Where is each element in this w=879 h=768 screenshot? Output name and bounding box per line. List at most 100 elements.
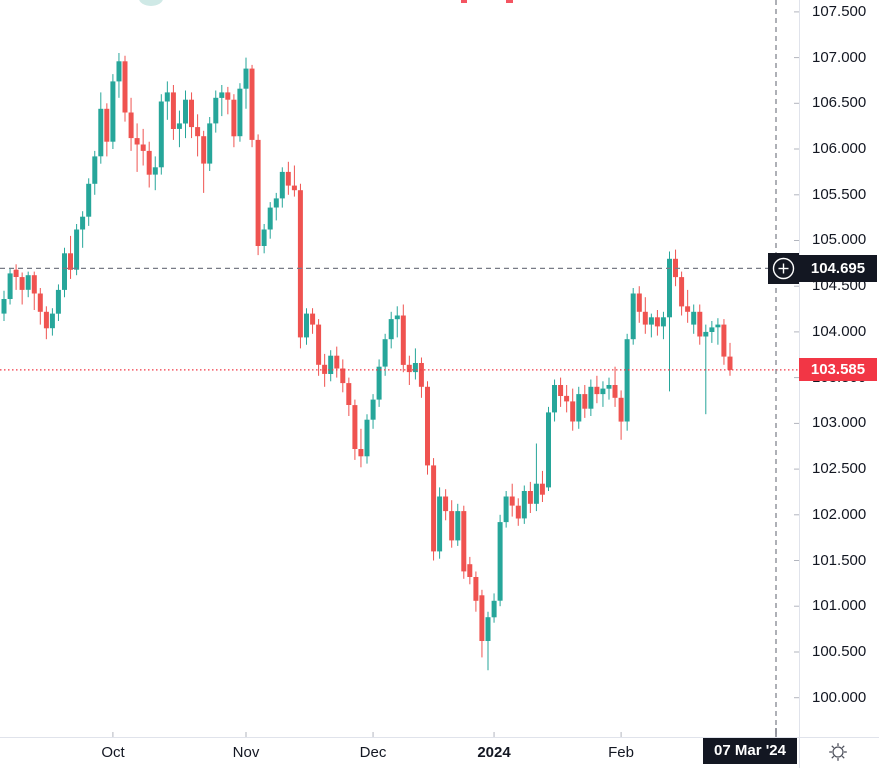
candle[interactable] [25,271,31,298]
candle[interactable] [691,304,697,334]
candle[interactable] [370,394,376,429]
candle[interactable] [285,161,291,195]
candle[interactable] [612,366,618,407]
candle[interactable] [134,123,140,172]
candle[interactable] [213,90,219,133]
candle[interactable] [685,289,691,323]
candle[interactable] [576,386,582,429]
candle[interactable] [606,377,612,400]
candle[interactable] [697,304,703,345]
candle[interactable] [158,94,164,175]
candle[interactable] [533,443,539,512]
candle[interactable] [624,333,630,431]
candle[interactable] [310,308,316,334]
candle[interactable] [594,375,600,404]
candle[interactable] [55,284,61,321]
candle[interactable] [382,333,388,376]
candle[interactable] [376,359,382,407]
candle[interactable] [249,64,255,148]
candle[interactable] [679,271,685,316]
candle[interactable] [570,388,576,431]
candle[interactable] [618,390,624,440]
candle[interactable] [243,57,249,109]
candle[interactable] [660,311,666,340]
candle[interactable] [267,202,273,239]
candle[interactable] [394,306,400,338]
candle[interactable] [225,86,231,115]
candle[interactable] [170,85,176,140]
candle[interactable] [31,271,37,310]
candle[interactable] [261,224,267,254]
candle[interactable] [207,117,213,171]
candle[interactable] [412,348,418,380]
candle[interactable] [667,251,672,392]
candle[interactable] [346,377,352,416]
candle[interactable] [527,481,533,513]
candle[interactable] [86,178,92,226]
candle[interactable] [92,150,98,195]
candle[interactable] [183,90,188,139]
candle[interactable] [715,318,721,345]
candle[interactable] [80,211,86,248]
candle[interactable] [485,611,491,671]
candle[interactable] [98,92,104,164]
candle[interactable] [437,487,443,559]
candle[interactable] [552,379,557,422]
candle[interactable] [642,297,648,334]
candle[interactable] [1,290,7,321]
candle[interactable] [358,428,364,468]
candle[interactable] [648,313,654,338]
candle[interactable] [255,134,261,256]
candle[interactable] [588,379,594,417]
candle[interactable] [479,589,485,658]
candle[interactable] [503,491,509,528]
candle[interactable] [497,514,503,607]
candle[interactable] [68,235,73,279]
candle[interactable] [521,485,527,524]
candle[interactable] [273,192,279,221]
candle[interactable] [709,321,715,343]
candle[interactable] [37,288,43,325]
candle[interactable] [654,310,660,336]
candle[interactable] [189,92,194,139]
candle[interactable] [328,350,334,382]
candle[interactable] [425,381,430,475]
candle[interactable] [546,406,551,491]
candle[interactable] [164,81,170,120]
candle[interactable] [19,272,25,305]
add-alert-button[interactable] [768,253,799,284]
candle[interactable] [297,183,303,349]
candle[interactable] [582,385,588,418]
candle[interactable] [279,167,285,208]
candle[interactable] [195,114,201,157]
candle[interactable] [558,377,564,407]
candle[interactable] [231,94,237,148]
candle[interactable] [630,288,636,345]
candle[interactable] [431,458,437,561]
candle[interactable] [43,306,49,340]
candle[interactable] [721,319,727,365]
candle[interactable] [364,414,370,464]
candle[interactable] [455,503,461,546]
candle[interactable] [152,156,158,191]
candle[interactable] [352,399,358,460]
candle[interactable] [201,130,207,193]
candle[interactable] [340,359,346,393]
candle[interactable] [564,385,570,413]
candle[interactable] [104,103,110,157]
candle[interactable] [122,55,128,122]
candle[interactable] [140,128,146,166]
candle[interactable] [176,110,182,148]
candle[interactable] [600,381,606,407]
candle[interactable] [473,571,479,612]
candle[interactable] [13,264,19,290]
candle[interactable] [418,357,424,398]
candle[interactable] [128,97,134,151]
candle[interactable] [62,247,67,298]
candle[interactable] [539,470,545,502]
candle[interactable] [116,53,122,98]
candle[interactable] [291,165,297,197]
candle[interactable] [304,308,309,345]
candle[interactable] [509,483,515,517]
